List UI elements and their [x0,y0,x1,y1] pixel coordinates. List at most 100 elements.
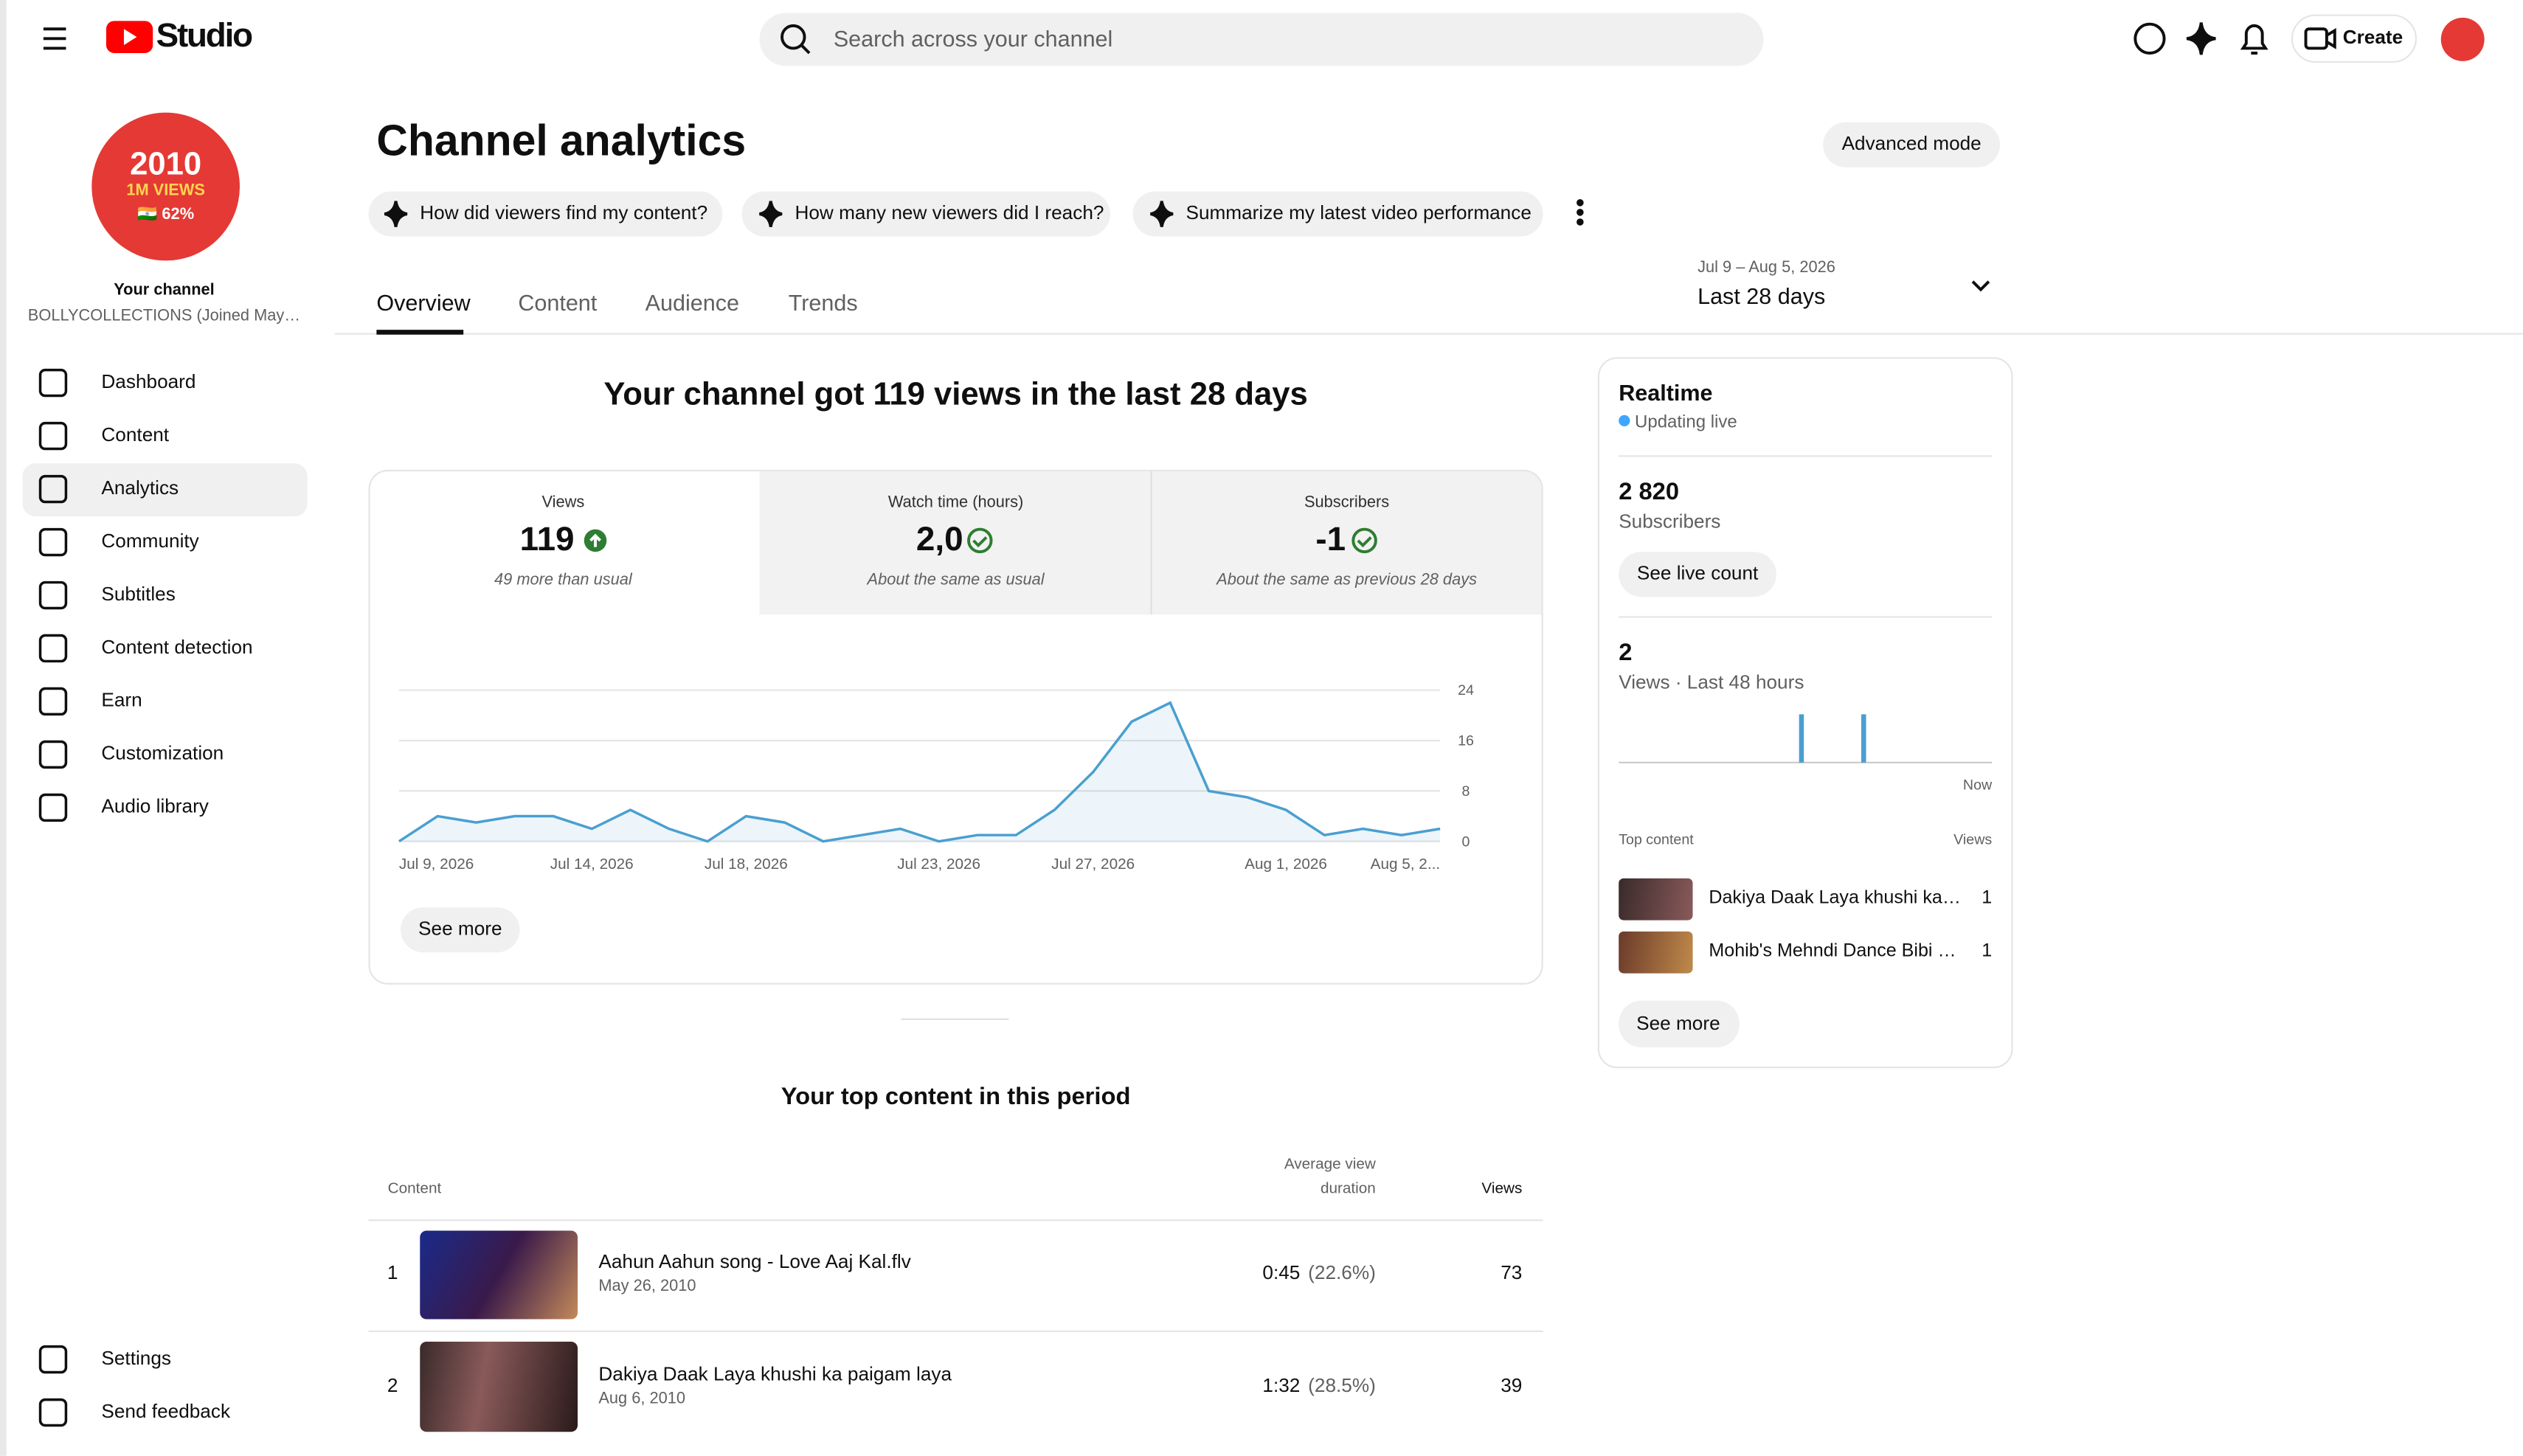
duration: 0:45 [1262,1261,1301,1284]
realtime-card [1597,357,2013,1069]
line [398,701,1441,843]
nav-icon [38,740,68,769]
search-bar[interactable] [759,13,1764,66]
account-avatar[interactable] [2440,17,2485,61]
tab-indicator [376,330,464,335]
subscriber-label: Subscribers [1619,510,1721,533]
nav-icon [38,474,68,504]
nav-item[interactable]: Settings [101,1346,171,1370]
y-tick-label: 8 [1462,783,1470,800]
nav-icon [38,1398,68,1427]
now-label: Now [1962,777,1993,793]
icons [43,22,2336,554]
nav-icon [38,580,68,610]
see-more[interactable]: See more [418,917,502,940]
frame [0,0,7,1456]
prompt[interactable]: How many new viewers did I reach? [795,201,1104,224]
nav-item[interactable]: Audio library [101,794,209,818]
metric-label: Views [541,494,585,513]
duration: 1:32 [1262,1373,1301,1397]
duration-percent: (22.6%) [1308,1261,1376,1284]
divider [901,1018,1009,1020]
realtime-views-label: Views · Last 48 hours [1619,670,1804,694]
tab[interactable]: Trends [788,289,858,316]
see-live-count[interactable]: See live count [1636,561,1759,584]
channel-avatar[interactable] [91,112,240,261]
thumbnail [420,1230,578,1320]
realtime-title: Realtime [1619,379,1713,406]
x-tick-label: Jul 18, 2026 [705,856,788,873]
nav-item[interactable]: Community [101,529,199,552]
nav-item[interactable]: Analytics [101,476,179,499]
top-item-title[interactable]: Dakiya Daak Laya khushi ka… [1709,888,1961,909]
bar [1799,714,1804,763]
logo-text: Studio [156,17,254,55]
row-divider [368,1219,1543,1221]
nav-active-bg [22,463,308,517]
see-more[interactable]: See more [1636,1012,1720,1035]
nav-item[interactable]: Dashboard [101,370,196,393]
see-more-button[interactable] [401,907,520,953]
divider [1619,616,1993,618]
column-header: Top content [1619,831,1694,848]
search-placeholder: Search across your channel [833,25,1113,52]
avatar-text: 2010 [130,147,202,183]
channel-name: BOLLYCOLLECTIONS (Joined May… [27,308,301,326]
avatar-text: 🇮🇳 62% [137,206,195,224]
video-title[interactable]: Aahun Aahun song - Love Aaj Kal.flv [598,1249,911,1273]
see-more-button[interactable] [1619,1000,1740,1047]
divider [1619,455,1993,457]
prompt[interactable]: Summarize my latest video performance [1186,201,1532,224]
row-divider [368,1330,1543,1332]
metric-value: 119 [519,521,575,558]
video-title[interactable]: Dakiya Daak Laya khushi ka paigam laya [598,1362,952,1386]
metric-note: About the same as usual [867,571,1045,589]
top-item-title[interactable]: Mohib's Mehndi Dance Bibi … [1709,941,1956,961]
tab[interactable]: Audience [645,289,739,316]
nav-icon [38,368,68,398]
headline: Your channel got 119 views in the last 2… [603,377,1308,413]
nav-item[interactable]: Send feedback [101,1399,231,1423]
nav-item[interactable]: Content detection [101,635,253,659]
create-label[interactable]: Create [2342,26,2403,49]
top-item-views: 1 [1982,941,1993,961]
tab[interactable]: Overview [376,289,471,316]
tabs-divider [334,333,2523,335]
create-button[interactable] [2291,14,2418,63]
bar [1861,714,1866,763]
rank: 1 [387,1261,398,1284]
nav-item[interactable]: Subtitles [101,582,176,606]
tab[interactable]: Content [518,289,598,316]
nav-icon [38,421,68,451]
nav-icon [38,1345,68,1374]
prompt[interactable]: How did viewers find my content? [420,201,708,224]
overview-card [368,469,1543,985]
views: 39 [1501,1373,1523,1397]
x-tick-label: Jul 14, 2026 [550,856,634,873]
advanced-mode[interactable]: Advanced mode [1841,132,1982,155]
nav-item[interactable]: Earn [101,688,142,712]
column-header: duration [1320,1179,1376,1198]
channel-label: Your channel [114,282,215,300]
metric-note: About the same as previous 28 days [1216,571,1478,589]
metric-label: Subscribers [1304,494,1390,513]
prompt-chip[interactable] [368,191,723,237]
nav-item[interactable]: Customization [101,741,224,765]
column-header: Content [387,1179,442,1198]
metric-value: -1 [1315,521,1346,558]
duration-percent: (28.5%) [1308,1373,1376,1397]
nav-item[interactable]: Content [101,423,170,446]
prompt-chip[interactable] [741,191,1110,237]
advanced-mode-button[interactable] [1823,122,2001,167]
date-label[interactable]: Last 28 days [1697,282,1826,309]
metric-value: 2,0 [916,521,963,558]
metric-label: Watch time (hours) [887,494,1024,513]
realtime-views: 2 [1619,639,1633,667]
prompt-chip[interactable] [1132,191,1543,237]
x-tick-label: Aug 1, 2026 [1245,856,1327,873]
see-live-count-button[interactable] [1619,552,1776,597]
x-tick-label: Jul 9, 2026 [399,856,474,873]
area-fill [398,702,1441,842]
